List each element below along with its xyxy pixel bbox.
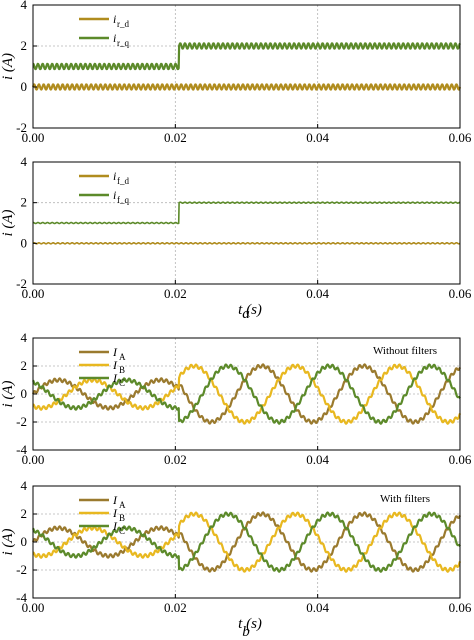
y-tick-label: 4 <box>21 0 28 12</box>
x-tick-label: 0.00 <box>22 452 45 467</box>
series-line <box>32 511 462 573</box>
y-tick-label: 4 <box>21 478 28 493</box>
series-line <box>32 363 462 425</box>
caption-b: b <box>242 624 250 640</box>
y-tick-label: -2 <box>16 414 27 429</box>
legend-subscript: f_q <box>117 195 129 205</box>
x-tick-label: 0.00 <box>22 286 45 301</box>
series-line <box>31 83 462 91</box>
x-tick-label: 0.02 <box>164 600 187 615</box>
legend-subscript: r_d <box>117 19 129 29</box>
x-tick-label: 0.06 <box>449 286 472 301</box>
y-tick-label: 0 <box>21 235 28 250</box>
x-axis-label: t (s) <box>238 302 262 318</box>
y-axis-label: i (A) <box>0 53 16 80</box>
series-line <box>32 511 461 573</box>
x-tick-label: 0.02 <box>164 452 187 467</box>
legend-subscript: C <box>119 526 125 536</box>
x-tick-label: 0.00 <box>22 130 45 145</box>
y-tick-label: -2 <box>16 276 27 291</box>
y-tick-label: -4 <box>16 442 27 457</box>
y-axis-label: i (A) <box>0 528 16 555</box>
y-tick-label: 4 <box>21 154 28 169</box>
x-tick-label: 0.00 <box>22 600 45 615</box>
y-tick-label: 2 <box>21 358 28 373</box>
legend-label: I <box>112 506 118 520</box>
y-axis-label: i (A) <box>0 209 16 236</box>
legend-label: I <box>112 358 118 372</box>
y-tick-label: 2 <box>21 506 28 521</box>
x-tick-label: 0.02 <box>164 286 187 301</box>
legend-label: I <box>112 493 118 507</box>
legend-label: I <box>112 371 118 385</box>
x-axis-label: t (s) <box>238 616 262 632</box>
plot-frame <box>32 4 461 129</box>
series-line <box>31 511 462 573</box>
plot-frame <box>32 161 461 285</box>
legend-subscript: r_q <box>117 38 129 48</box>
x-tick-label: 0.06 <box>449 600 472 615</box>
legend-subscript: A <box>119 352 126 362</box>
legend-subscript: f_d <box>117 176 129 186</box>
legend-label: i <box>113 188 116 202</box>
panel-annotation: Without filters <box>373 345 437 357</box>
series-line <box>32 363 461 425</box>
y-tick-label: 2 <box>21 38 28 53</box>
y-axis-label: i (A) <box>0 380 16 407</box>
y-tick-label: -2 <box>16 562 27 577</box>
legend-subscript: C <box>119 378 125 388</box>
series-line <box>32 201 461 225</box>
series-line <box>32 42 461 71</box>
x-tick-label: 0.04 <box>306 130 329 145</box>
series-line <box>31 363 462 425</box>
y-tick-label: 0 <box>21 79 28 94</box>
panel-annotation: With filters <box>380 493 430 505</box>
y-tick-label: 0 <box>21 534 28 549</box>
x-tick-label: 0.04 <box>306 452 329 467</box>
y-tick-label: 0 <box>21 386 28 401</box>
y-tick-label: -4 <box>16 590 27 605</box>
x-tick-label: 0.04 <box>306 286 329 301</box>
x-tick-label: 0.06 <box>449 130 472 145</box>
x-tick-label: 0.06 <box>449 452 472 467</box>
legend-subscript: B <box>119 365 125 375</box>
series-line <box>32 242 461 245</box>
legend-subscript: B <box>119 513 125 523</box>
legend-label: I <box>112 345 118 359</box>
x-tick-label: 0.02 <box>164 130 187 145</box>
legend-label: I <box>112 519 118 533</box>
y-tick-label: 2 <box>21 195 28 210</box>
x-tick-label: 0.04 <box>306 600 329 615</box>
chart-panel-3: 0.00 0.02 0.04 0.06 -4 -2 0 2 4 i (A) Without filt… <box>0 330 472 467</box>
chart-panel-4: 0.00 0.02 0.04 0.06 -4 -2 0 2 4 i (A) t (s) With fi… <box>0 478 472 632</box>
legend-label: i <box>113 31 116 45</box>
y-tick-label: -2 <box>16 120 27 135</box>
legend-subscript: A <box>119 500 126 510</box>
caption-a: a <box>242 306 250 322</box>
y-tick-label: 4 <box>21 330 28 345</box>
legend-label: i <box>113 169 116 183</box>
legend-label: i <box>113 12 116 26</box>
